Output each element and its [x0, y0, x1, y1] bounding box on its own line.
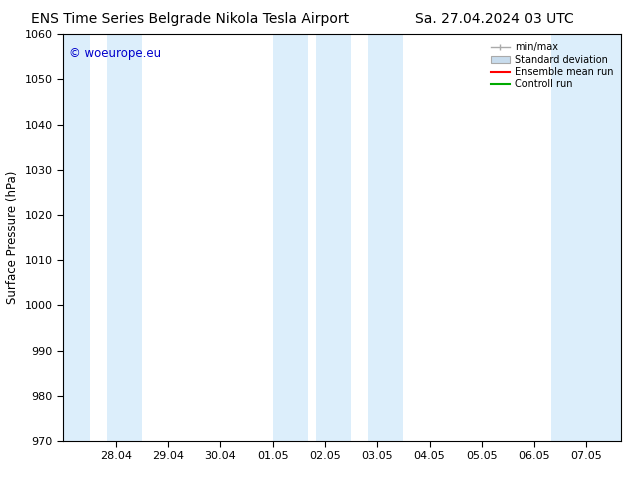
Text: Sa. 27.04.2024 03 UTC: Sa. 27.04.2024 03 UTC [415, 12, 574, 26]
Bar [368, 34, 403, 441]
Legend: min/max, Standard deviation, Ensemble mean run, Controll run: min/max, Standard deviation, Ensemble me… [488, 39, 616, 92]
Text: © woeurope.eu: © woeurope.eu [69, 47, 161, 59]
Bar [58, 34, 89, 441]
Bar [107, 34, 142, 441]
Bar [316, 34, 351, 441]
Bar [273, 34, 307, 441]
Bar [552, 34, 628, 441]
Y-axis label: Surface Pressure (hPa): Surface Pressure (hPa) [6, 171, 19, 304]
Text: ENS Time Series Belgrade Nikola Tesla Airport: ENS Time Series Belgrade Nikola Tesla Ai… [31, 12, 349, 26]
